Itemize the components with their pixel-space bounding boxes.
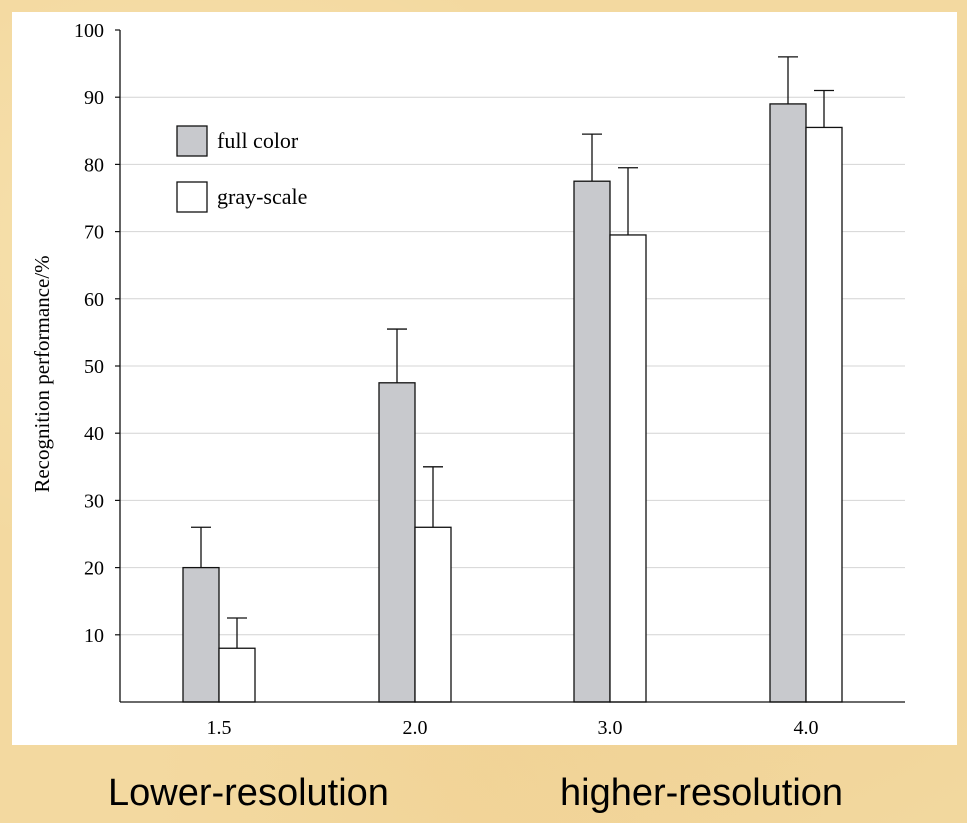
legend-swatch-full-color [176, 125, 208, 157]
y-axis-title: Recognition performance/% [30, 255, 54, 492]
y-tick-label: 30 [84, 490, 104, 512]
bar-full-color-3.0 [573, 180, 611, 703]
bars [182, 56, 843, 703]
legend-label-gray-scale: gray-scale [217, 184, 307, 209]
bar-chart: 10 20 30 40 50 60 70 80 90 100 1.5 2.0 3.0 4.0 Recogni… [30, 20, 905, 739]
bar-full-color-1.5 [182, 566, 220, 703]
y-tick-label: 90 [84, 87, 104, 109]
chart-panel: 10 20 30 40 50 60 70 80 90 100 1.5 2.0 3.0 4.0 Recogni… [12, 12, 957, 745]
axes: 10 20 30 40 50 60 70 80 90 100 1.5 2.0 3.0 4.0 Recogni… [30, 20, 905, 739]
bar-full-color-4.0 [769, 103, 807, 703]
legend-swatch-gray-scale [176, 181, 208, 213]
x-tick-label: 4.0 [794, 717, 819, 739]
x-tick-label: 2.0 [403, 717, 428, 739]
bar-gray-scale-4.0 [805, 126, 843, 703]
bar-full-color-2.0 [378, 382, 416, 703]
x-tick-label: 3.0 [598, 717, 623, 739]
caption-lower-resolution: Lower-resolution [108, 772, 389, 814]
legend-label-full-color: full color [217, 128, 299, 153]
y-tick-label: 100 [74, 20, 104, 42]
bar-gray-scale-1.5 [218, 647, 256, 703]
y-tick-label: 40 [84, 423, 104, 445]
legend: full color gray-scale [176, 125, 307, 213]
y-tick-label: 10 [84, 625, 104, 647]
y-tick-label: 60 [84, 289, 104, 311]
y-tick-label: 20 [84, 558, 104, 580]
bar-gray-scale-2.0 [414, 526, 452, 703]
caption-higher-resolution: higher-resolution [560, 772, 844, 814]
y-tick-label: 70 [84, 222, 104, 244]
x-tick-label: 1.5 [207, 717, 232, 739]
gridlines [120, 96, 905, 636]
bar-gray-scale-3.0 [609, 234, 647, 703]
y-tick-label: 50 [84, 356, 104, 378]
y-tick-label: 80 [84, 154, 104, 176]
